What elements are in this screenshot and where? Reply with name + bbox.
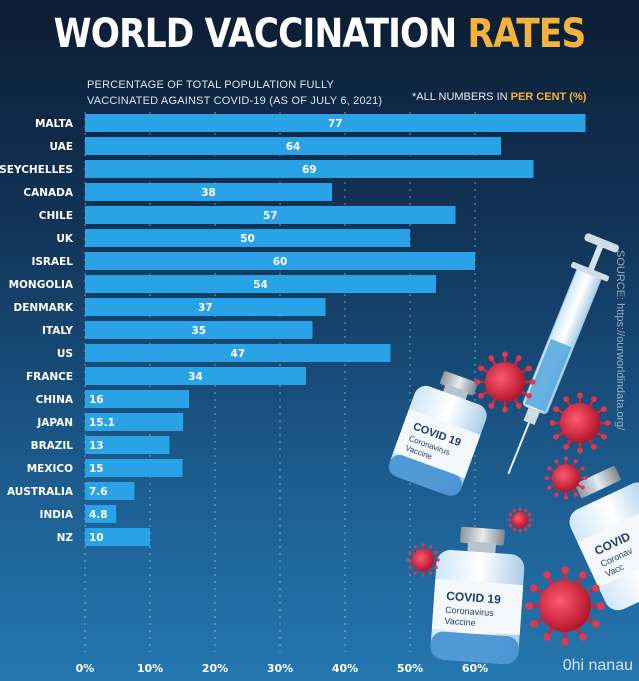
data-label: 4.8 (89, 509, 108, 521)
x-axis: 0% 10% 20% 30% 40% 50% 60% (76, 662, 489, 675)
units-note-prefix: *ALL NUMBERS IN (412, 91, 508, 103)
data-label: 34 (188, 371, 203, 383)
vaccine-vial-icon: COVID 19 Coronavirus Vaccine (430, 526, 525, 665)
title-accent: RATES (467, 11, 586, 57)
category-label: CHINA (36, 394, 74, 406)
data-label: 38 (201, 187, 216, 199)
bar (85, 390, 189, 408)
data-label: 54 (253, 279, 268, 291)
svg-text:Vaccine: Vaccine (444, 616, 476, 628)
bar (85, 344, 391, 362)
x-tick-label: 60% (462, 662, 488, 675)
bar (85, 367, 306, 385)
category-label: SEYCHELLES (0, 164, 73, 176)
virus-icon (507, 507, 533, 533)
bar (85, 183, 332, 201)
category-label: MALTA (35, 118, 74, 130)
bar (85, 114, 586, 132)
virus-icon (406, 543, 440, 577)
x-tick-label: 10% (137, 662, 163, 675)
x-tick-label: 20% (202, 662, 228, 675)
x-tick-label: 0% (76, 662, 95, 675)
data-label: 15 (89, 463, 104, 475)
category-label: US (57, 348, 73, 360)
data-label: 10 (89, 532, 104, 544)
data-label: 47 (230, 348, 245, 360)
virus-icon (525, 566, 605, 646)
x-tick-label: 50% (397, 662, 423, 675)
bar (85, 459, 183, 477)
bar (85, 298, 326, 316)
data-label: 57 (263, 210, 278, 222)
virus-icon (544, 456, 588, 500)
category-label: ITALY (42, 325, 73, 337)
vaccine-vial-icon: COVID Coronav Vacc (569, 466, 639, 611)
category-label: MONGOLIA (9, 279, 74, 291)
svg-text:Coronavirus: Coronavirus (445, 605, 495, 618)
virus-icon (549, 392, 611, 454)
bar (85, 275, 436, 293)
chart-title: WORLD VACCINATION RATES (45, 14, 595, 54)
bar (85, 137, 501, 155)
watermark: 0hi nanau (562, 657, 633, 674)
data-label: 7.6 (89, 486, 108, 498)
bar (85, 436, 170, 454)
data-label: 15.1 (89, 417, 115, 429)
bar (85, 413, 184, 431)
virus-icons (406, 351, 611, 646)
data-label: 16 (89, 394, 104, 406)
title-main: WORLD VACCINATION (53, 11, 458, 57)
category-label: ISRAEL (31, 256, 73, 268)
bar (85, 482, 135, 500)
units-note: *ALL NUMBERS IN PER CENT (%) (412, 91, 586, 103)
x-tick-label: 30% (267, 662, 293, 675)
svg-text:COVID 19: COVID 19 (446, 589, 502, 607)
category-label: MEXICO (27, 463, 73, 475)
category-label: AUSTRALIA (7, 486, 74, 498)
data-label: 77 (328, 118, 343, 130)
x-tick-label: 40% (332, 662, 358, 675)
bar (85, 505, 117, 523)
category-label: INDIA (40, 509, 74, 521)
bar (85, 229, 410, 247)
syringe-icon (507, 233, 619, 475)
data-label: 69 (302, 164, 317, 176)
data-label: 50 (240, 233, 255, 245)
category-label: NZ (57, 532, 74, 544)
bars: MALTA 77 UAE 64 SEYCHELLES 69 CANADA 38 CHILE 57 U… (0, 114, 586, 546)
bar (85, 321, 313, 339)
bar (85, 528, 150, 546)
category-label: JAPAN (36, 417, 73, 429)
category-label: DENMARK (14, 302, 74, 314)
bar (85, 160, 534, 178)
data-label: 64 (286, 141, 301, 153)
units-note-highlight: PER CENT (%) (510, 91, 587, 103)
category-label: BRAZIL (31, 440, 74, 452)
virus-icon (474, 351, 536, 413)
data-label: 37 (198, 302, 213, 314)
data-label: 13 (89, 440, 104, 452)
vaccine-vial-icon: COVID 19 Coronavirus Vaccine (388, 371, 487, 496)
data-label: 35 (191, 325, 206, 337)
chart-subtitle: PERCENTAGE OF TOTAL POPULATION FULLY VAC… (87, 79, 383, 107)
data-label: 60 (273, 256, 288, 268)
category-label: CHILE (39, 210, 73, 222)
category-label: CANADA (23, 187, 73, 199)
category-label: UK (56, 233, 74, 245)
vaccine-illustration: COVID 19 Coronavirus Vaccine COVID 19 Co… (388, 233, 639, 665)
category-label: FRANCE (26, 371, 73, 383)
bar (85, 252, 475, 270)
bar (85, 206, 456, 224)
category-label: UAE (49, 141, 73, 153)
